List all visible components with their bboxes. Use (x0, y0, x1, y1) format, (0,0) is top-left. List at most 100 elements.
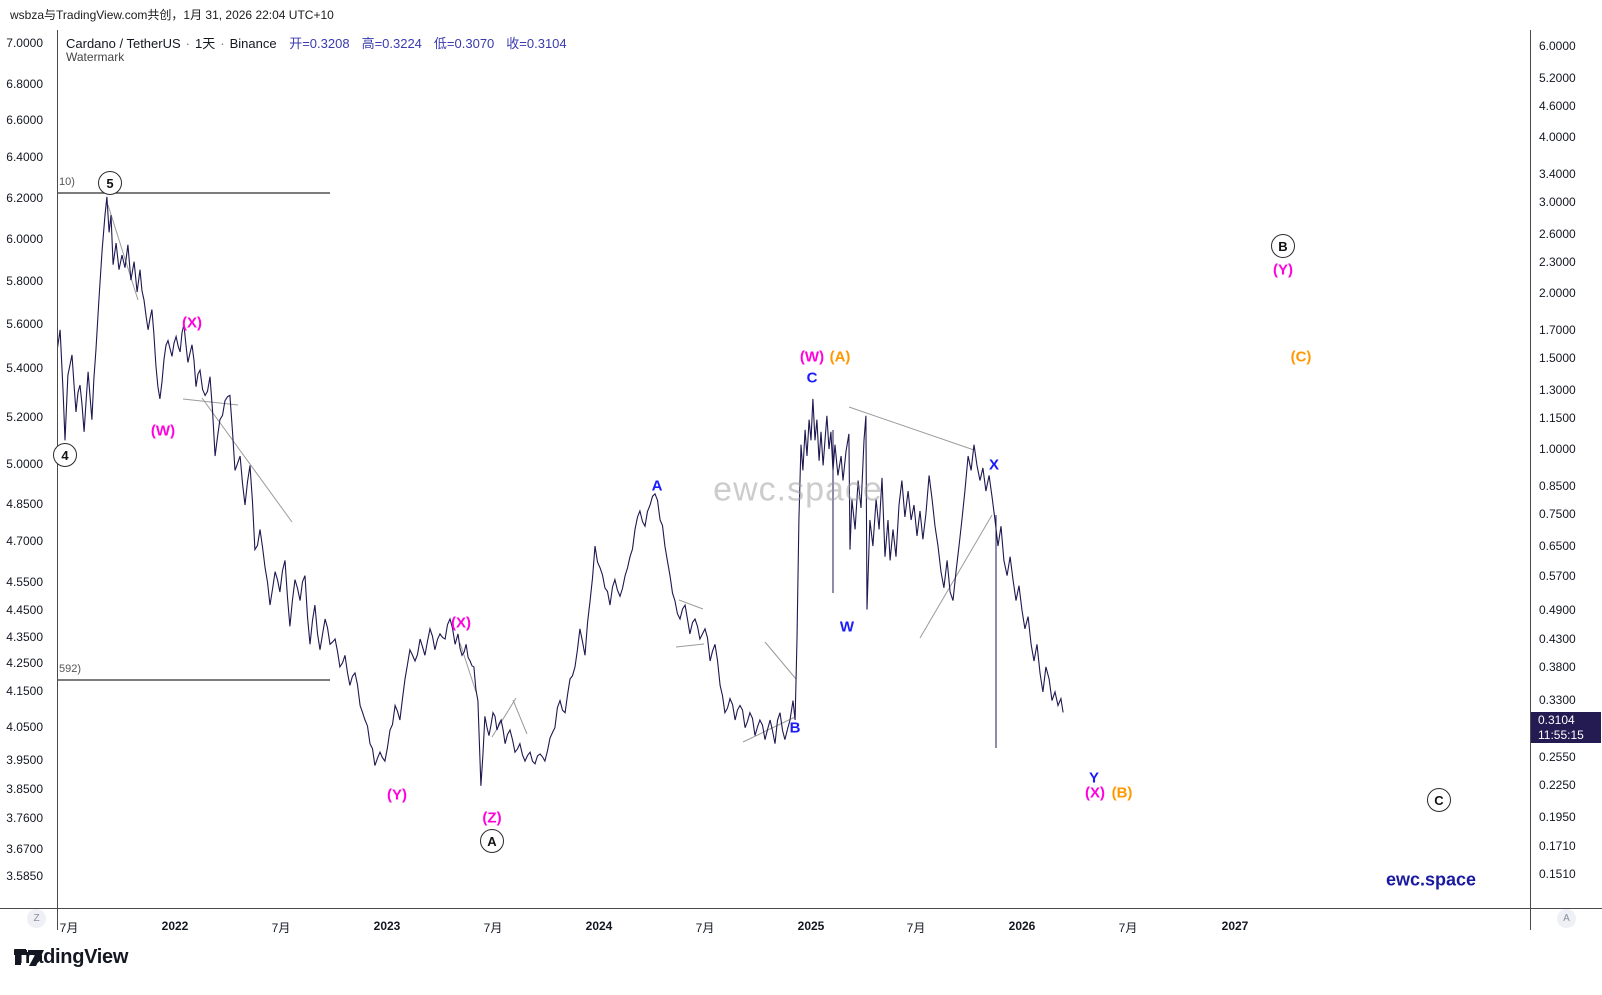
right-axis-label: 1.1500 (1539, 411, 1576, 425)
horizontal-level-lines[interactable] (57, 192, 330, 681)
left-axis-label: 4.2500 (6, 656, 43, 670)
left-axis-label: 4.7000 (6, 534, 43, 548)
elliott-wave-label-a[interactable]: A (651, 477, 663, 495)
left-axis-label: 3.7600 (6, 811, 43, 825)
ohlc-高: 高=0.3224 (361, 36, 422, 51)
time-axis-month-label: 7月 (59, 921, 79, 935)
left-axis-label: 5.0000 (6, 457, 43, 471)
auto-scale-button[interactable]: A (1557, 909, 1576, 928)
elliott-wave-label-y[interactable]: (Y) (1273, 261, 1293, 279)
right-axis-label: 1.7000 (1539, 323, 1576, 337)
corner-watermark: ewc.space (1385, 869, 1477, 890)
left-axis-label: 4.0500 (6, 720, 43, 734)
right-axis-label: 6.0000 (1539, 39, 1576, 53)
drawing-line[interactable] (491, 697, 517, 738)
drawing-line[interactable] (201, 397, 293, 523)
left-axis-label: 4.8500 (6, 497, 43, 511)
elliott-wave-label-w[interactable]: (W) (799, 348, 825, 366)
right-price-axis[interactable]: 6.0000 5.2000 4.6000 4.0000 3.4000 3.0000 2.60… (1531, 0, 1602, 930)
symbol-title[interactable]: Cardano / TetherUS (66, 36, 181, 51)
elliott-wave-label-c[interactable]: C (806, 369, 818, 387)
right-axis-label: 0.8500 (1539, 479, 1576, 493)
left-axis-label: 4.3500 (6, 630, 43, 644)
price-line[interactable] (57, 196, 1064, 786)
left-axis-label: 3.5850 (6, 869, 43, 883)
elliott-wave-label-a[interactable]: (A) (829, 348, 851, 366)
tradingview-logo-icon (14, 950, 44, 966)
drawing-line[interactable] (848, 406, 975, 451)
ohlc-开: 开=0.3208 (289, 36, 350, 51)
right-axis-label: 4.6000 (1539, 99, 1576, 113)
time-axis-month-label: 7月 (271, 921, 291, 935)
time-axis-year-label: 2026 (1008, 919, 1036, 933)
left-axis-label: 5.8000 (6, 274, 43, 288)
elliott-wave-label-a[interactable]: A (480, 829, 504, 853)
drawing-line[interactable] (675, 643, 705, 648)
right-axis-label: 0.4300 (1539, 632, 1576, 646)
time-axis-month-label: 7月 (1118, 921, 1138, 935)
time-axis-divider (0, 908, 1602, 909)
time-axis[interactable]: 7月 2022 7月 2023 7月 2024 7月 2025 7月 2026 7月 2027 (0, 908, 1602, 936)
exchange-label[interactable]: Binance (229, 36, 277, 51)
drawing-line[interactable] (678, 599, 704, 610)
level-line-label: 592) (59, 663, 82, 675)
elliott-wave-label-5[interactable]: 5 (98, 171, 122, 195)
left-axis-label: 4.1500 (6, 684, 43, 698)
elliott-wave-label-x[interactable]: X (988, 456, 1000, 474)
time-axis-year-label: 2027 (1221, 919, 1249, 933)
wave-connector-lines[interactable] (832, 430, 997, 748)
right-axis-label: 3.0000 (1539, 195, 1576, 209)
right-axis-label: 3.4000 (1539, 167, 1576, 181)
elliott-wave-label-z[interactable]: (Z) (482, 809, 502, 827)
interval-label[interactable]: 1天 (195, 36, 216, 51)
left-axis-label: 4.5500 (6, 575, 43, 589)
elliott-wave-label-w[interactable]: (W) (150, 422, 176, 440)
elliott-wave-label-y[interactable]: Y (1088, 769, 1100, 787)
drawing-line[interactable] (742, 716, 796, 743)
time-axis-year-label: 2024 (585, 919, 613, 933)
right-axis-label: 1.0000 (1539, 442, 1576, 456)
elliott-wave-label-b[interactable]: B (789, 719, 801, 737)
timezone-button[interactable]: Z (27, 909, 46, 928)
drawing-line[interactable] (107, 204, 139, 301)
timezone-button-label: Z (33, 913, 40, 924)
left-axis-label: 6.8000 (6, 77, 43, 91)
left-axis-label: 3.6700 (6, 842, 43, 856)
tradingview-logo[interactable]: TradingView (14, 946, 128, 969)
left-axis-label: 6.6000 (6, 113, 43, 127)
left-axis-label: 5.2000 (6, 410, 43, 424)
legend-separator: · (185, 36, 191, 51)
right-axis-label: 0.3800 (1539, 660, 1576, 674)
elliott-wave-label-w[interactable]: W (839, 618, 855, 636)
chart-legend: Cardano / TetherUS · 1天 · Binance 开=0.3208 高=… (66, 33, 579, 52)
elliott-wave-label-x[interactable]: (X) (451, 614, 471, 632)
elliott-wave-label-b[interactable]: (B) (1111, 784, 1133, 802)
elliott-wave-label-x[interactable]: (X) (1085, 784, 1105, 802)
left-axis-label: 5.6000 (6, 317, 43, 331)
drawing-line[interactable] (459, 642, 477, 693)
time-axis-month-label: 7月 (695, 921, 715, 935)
elliott-wave-label-4[interactable]: 4 (53, 443, 77, 467)
right-axis-label: 0.1710 (1539, 839, 1576, 853)
time-axis-year-label: 2023 (373, 919, 401, 933)
last-price-badge: 0.3104 11:55:15 (1531, 712, 1601, 743)
drawing-line[interactable] (764, 641, 797, 680)
elliott-wave-label-x[interactable]: (X) (182, 314, 202, 332)
right-axis-label: 0.1510 (1539, 867, 1576, 881)
elliott-wave-label-c[interactable]: C (1427, 788, 1451, 812)
left-price-axis[interactable]: 7.0000 6.8000 6.6000 6.4000 6.2000 6.0000 5.80… (0, 0, 50, 930)
drawing-line[interactable] (182, 398, 239, 406)
left-axis-label: 5.4000 (6, 361, 43, 375)
left-axis-line (57, 30, 58, 930)
elliott-wave-label-y[interactable]: (Y) (387, 786, 407, 804)
elliott-wave-label-c[interactable]: (C) (1290, 348, 1312, 366)
ohlc-低: 低=0.3070 (433, 36, 495, 51)
left-axis-label: 3.8500 (6, 782, 43, 796)
elliott-wave-label-b[interactable]: B (1271, 234, 1295, 258)
right-axis-label: 0.7500 (1539, 507, 1576, 521)
left-axis-label: 6.0000 (6, 232, 43, 246)
right-axis-label: 1.3000 (1539, 383, 1576, 397)
drawing-line[interactable] (512, 699, 528, 735)
right-axis-label: 0.6500 (1539, 539, 1576, 553)
